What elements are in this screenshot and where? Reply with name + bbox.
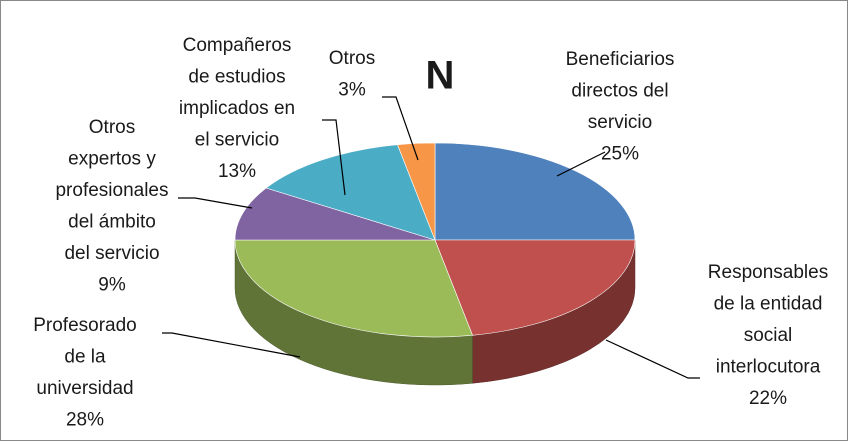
slice bbox=[434, 142, 636, 241]
slice-label: de la entidad bbox=[714, 294, 823, 315]
slice-label: Otros bbox=[89, 117, 135, 138]
slice-label: servicio bbox=[588, 112, 652, 133]
slice-label: el servicio bbox=[195, 130, 279, 151]
slice-label: del ámbito bbox=[68, 212, 156, 233]
slice-label: interlocutora bbox=[716, 357, 821, 378]
value-label: 13% bbox=[218, 161, 256, 182]
slice-label: directos del bbox=[571, 81, 668, 102]
slice bbox=[265, 144, 436, 241]
leader-line bbox=[556, 151, 606, 177]
slice-label: implicados en bbox=[179, 98, 295, 119]
value-label: 22% bbox=[749, 388, 787, 409]
slice-label: profesionales bbox=[55, 180, 168, 201]
slice-label: del servicio bbox=[64, 243, 159, 264]
leader-line bbox=[605, 339, 700, 379]
slice bbox=[397, 142, 436, 241]
leader-line bbox=[322, 119, 346, 196]
chart-title: N bbox=[426, 54, 455, 98]
slice-label: de la bbox=[64, 347, 106, 368]
slice bbox=[434, 239, 636, 336]
leader-line bbox=[382, 96, 419, 161]
value-label: 9% bbox=[98, 275, 126, 296]
slice bbox=[234, 239, 473, 338]
slice-label: expertos y bbox=[68, 149, 156, 170]
value-label: 25% bbox=[601, 144, 639, 165]
slice-label: Beneficiarios bbox=[566, 49, 675, 70]
slice-label: Responsables bbox=[708, 262, 828, 283]
slice bbox=[234, 187, 436, 241]
leader-line bbox=[178, 197, 253, 209]
value-label: 3% bbox=[338, 80, 366, 101]
leader-line bbox=[162, 332, 301, 358]
slice-label: de estudios bbox=[188, 67, 285, 88]
slice-label: Profesorado bbox=[33, 315, 137, 336]
slice-label: universidad bbox=[36, 378, 133, 399]
slice-label: Compañeros bbox=[183, 35, 292, 56]
slice-label: social bbox=[744, 325, 793, 346]
slice-label: Otros bbox=[329, 48, 375, 69]
value-label: 28% bbox=[66, 410, 104, 431]
